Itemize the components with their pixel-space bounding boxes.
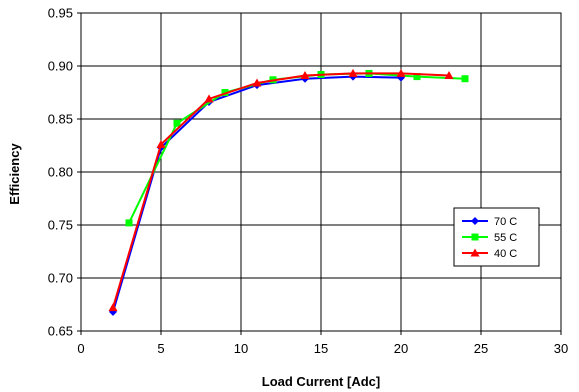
x-tick-label: 0 [77,341,84,356]
x-tick-label: 30 [554,341,568,356]
series-70-c [109,72,405,316]
y-axis-tick-labels: 0.65 0.70 0.75 0.80 0.85 0.90 0.95 [48,6,73,339]
y-tick-label: 0.85 [48,112,73,127]
y-tick-label: 0.90 [48,59,73,74]
series-55-c [125,69,469,227]
y-tick-label: 0.65 [48,324,73,339]
x-tick-label: 15 [314,341,328,356]
data-point [252,78,262,87]
legend-item: 70 C [462,216,517,228]
legend-label: 55 C [494,232,517,244]
data-point [300,71,310,80]
x-tick-label: 25 [474,341,488,356]
legend-label: 40 C [494,248,517,260]
y-axis-label: Efficiency [7,143,22,205]
data-point [461,75,469,83]
x-axis-label: Load Current [Adc] [262,374,380,389]
y-tick-label: 0.75 [48,218,73,233]
data-point [396,68,406,77]
legend-label: 70 C [494,216,517,228]
legend-marker [471,217,479,225]
data-point [413,73,421,81]
x-axis-tick-labels: 0 5 10 15 20 25 30 [77,341,568,356]
x-tick-label: 5 [157,341,164,356]
legend-item: 40 C [462,248,517,260]
series-40-c [108,68,454,312]
legend-item: 55 C [462,232,517,244]
data-point [444,71,454,80]
plot-area [80,12,562,332]
data-point [156,139,166,148]
series-line [112,75,402,313]
x-tick-label: 20 [394,341,408,356]
data-point [108,303,118,312]
data-point [348,68,358,77]
data-point [204,94,214,103]
x-tick-label: 10 [234,341,248,356]
data-point [125,219,133,227]
legend-marker [471,233,479,241]
y-tick-label: 0.95 [48,6,73,21]
series-line [128,72,466,224]
grid-lines [77,12,562,335]
legend-marker [470,248,480,257]
legend: 70 C 55 C 40 C [453,207,540,267]
series-layer [108,68,469,316]
data-point [221,89,229,96]
y-tick-label: 0.80 [48,165,73,180]
series-line [112,72,450,308]
y-tick-label: 0.70 [48,271,73,286]
data-point [173,119,181,127]
